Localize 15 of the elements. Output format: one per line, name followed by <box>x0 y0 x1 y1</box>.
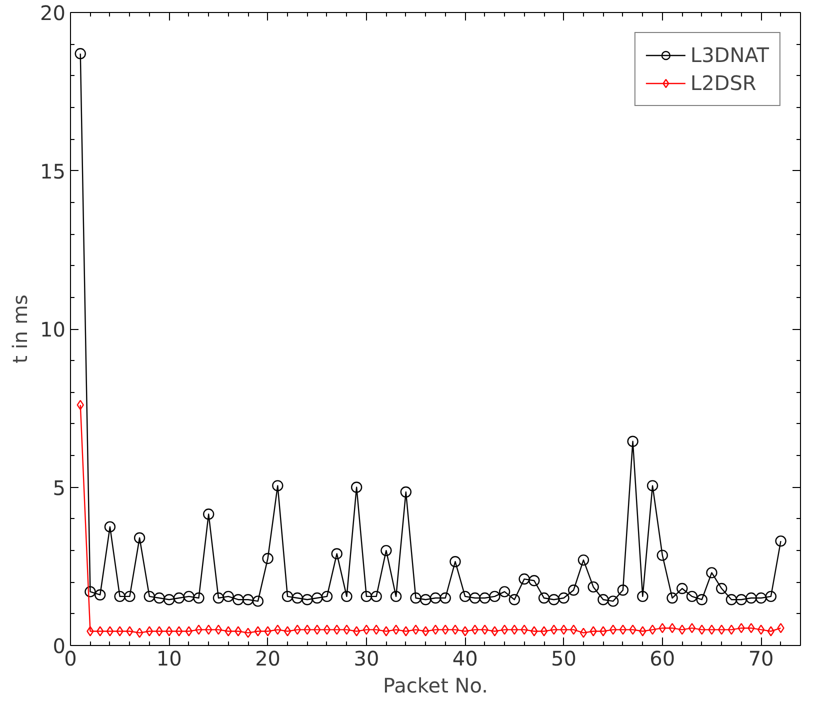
x-tick-label: 70 <box>748 646 774 670</box>
y-tick-label: 20 <box>40 1 66 25</box>
legend-label: L2DSR <box>690 71 756 95</box>
y-axis-title: t in ms <box>8 294 32 364</box>
y-tick-label: 10 <box>40 318 66 342</box>
x-tick-label: 60 <box>650 646 676 670</box>
x-axis-title: Packet No. <box>383 674 488 698</box>
x-tick-label: 50 <box>551 646 576 670</box>
legend-label: L3DNAT <box>690 43 769 67</box>
y-tick-label: 15 <box>40 159 66 184</box>
x-tick-label: 20 <box>255 646 281 670</box>
x-tick-label: 30 <box>354 646 380 670</box>
x-tick-label: 10 <box>156 646 182 670</box>
y-tick-label: 5 <box>52 476 66 500</box>
x-tick-label: 40 <box>452 646 478 670</box>
